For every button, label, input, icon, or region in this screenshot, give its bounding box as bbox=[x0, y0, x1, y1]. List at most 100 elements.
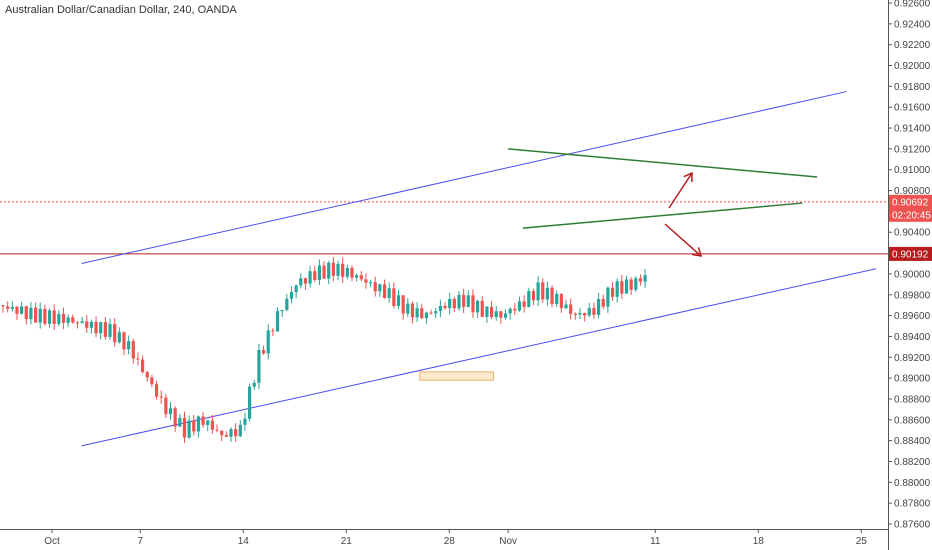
candle-body bbox=[10, 306, 14, 309]
time-tick-label: 11 bbox=[650, 536, 661, 547]
candle-body bbox=[536, 282, 540, 301]
candle-body bbox=[624, 279, 629, 294]
candle-body bbox=[303, 278, 308, 284]
candle-body bbox=[438, 305, 442, 312]
candle-body bbox=[299, 278, 303, 286]
candle-body bbox=[327, 262, 331, 279]
candle-body bbox=[154, 384, 159, 397]
candle-body bbox=[368, 282, 373, 284]
candle-body bbox=[634, 278, 638, 290]
price-tick-label: 0.89800 bbox=[894, 290, 931, 301]
price-tick-label: 0.91400 bbox=[894, 124, 931, 135]
candle-body bbox=[462, 294, 466, 307]
price-tick-label: 0.90000 bbox=[894, 269, 931, 280]
candle-body bbox=[573, 313, 577, 315]
price-tick-label: 0.88600 bbox=[894, 415, 931, 426]
candle-body bbox=[127, 341, 131, 350]
price-tick-label: 0.89000 bbox=[894, 374, 931, 385]
candle-body bbox=[564, 304, 568, 309]
channel-lower-line bbox=[81, 268, 877, 447]
candle-body bbox=[364, 279, 368, 283]
price-tick-label: 0.90400 bbox=[894, 228, 931, 239]
candle-body bbox=[89, 321, 94, 328]
candle-body bbox=[517, 301, 522, 311]
candle-body bbox=[294, 285, 298, 293]
candle-body bbox=[531, 291, 536, 301]
candle-body bbox=[52, 310, 56, 324]
candle-body bbox=[94, 321, 98, 334]
candle-body bbox=[350, 267, 354, 278]
candle-body bbox=[248, 386, 252, 419]
price-tick-label: 0.88000 bbox=[894, 478, 931, 489]
candle-body bbox=[494, 311, 498, 318]
candle-body bbox=[527, 291, 531, 307]
price-tick-label: 0.92200 bbox=[894, 40, 931, 51]
triangle-upper-line bbox=[508, 148, 818, 178]
candle-body bbox=[415, 308, 419, 318]
chart-title: Australian Dollar/Canadian Dollar, 240, … bbox=[5, 4, 237, 16]
candle-body bbox=[173, 408, 177, 427]
price-tick-label: 0.88400 bbox=[894, 436, 931, 447]
candle-body bbox=[29, 307, 33, 320]
candle-body bbox=[489, 306, 494, 318]
candle-body bbox=[61, 313, 66, 323]
price-tick-label: 0.91600 bbox=[894, 103, 931, 114]
candle-body bbox=[555, 293, 559, 304]
candle-body bbox=[317, 265, 322, 280]
candle-body bbox=[629, 279, 633, 290]
candle-body bbox=[359, 275, 363, 280]
candle-body bbox=[420, 308, 424, 319]
candle-body bbox=[257, 350, 261, 383]
candle-body bbox=[234, 429, 238, 437]
candle-body bbox=[80, 321, 84, 324]
price-tick-label: 0.88800 bbox=[894, 394, 931, 405]
candle-body bbox=[229, 429, 233, 437]
candle-body bbox=[182, 417, 187, 438]
candle-body bbox=[545, 287, 550, 300]
candle-body bbox=[308, 271, 312, 284]
candle-body bbox=[410, 303, 415, 318]
candle-body bbox=[355, 275, 359, 278]
arrow-up-head bbox=[683, 171, 693, 183]
candle-body bbox=[47, 310, 52, 324]
candle-body bbox=[345, 267, 349, 277]
candle-body bbox=[322, 265, 326, 279]
candle-body bbox=[159, 396, 163, 398]
price-tick-label: 0.91800 bbox=[894, 82, 931, 93]
candle-body bbox=[252, 382, 256, 387]
current-price-tag-bg bbox=[889, 194, 932, 209]
candle-body bbox=[192, 420, 196, 432]
candle-body bbox=[638, 278, 643, 282]
candle-body bbox=[457, 294, 461, 309]
candle-body bbox=[43, 308, 47, 324]
candle-body bbox=[168, 408, 173, 415]
candle-body bbox=[401, 295, 405, 314]
candle-body bbox=[341, 263, 345, 277]
arrow-down-head bbox=[691, 247, 703, 257]
candle-body bbox=[587, 308, 591, 316]
triangle-lower-line bbox=[522, 202, 803, 229]
candle-body bbox=[583, 312, 587, 316]
candle-body bbox=[448, 298, 452, 309]
candle-body bbox=[313, 271, 317, 280]
candle-body bbox=[266, 330, 270, 354]
candle-body bbox=[508, 308, 512, 314]
candle-body bbox=[522, 301, 526, 307]
candle-body bbox=[261, 350, 266, 354]
candle-body bbox=[392, 288, 396, 306]
time-tick-label: 28 bbox=[444, 536, 456, 547]
candle-body bbox=[606, 287, 610, 307]
candle-body bbox=[131, 341, 135, 359]
candle-body bbox=[476, 300, 480, 313]
candle-body bbox=[569, 304, 573, 314]
price-tick-label: 0.92400 bbox=[894, 19, 931, 30]
price-tick-label: 0.88200 bbox=[894, 457, 931, 468]
current-price-tag: 0.90692 bbox=[892, 197, 929, 208]
candle-body bbox=[373, 282, 377, 292]
candle-body bbox=[71, 317, 75, 323]
price-tick-label: 0.92600 bbox=[894, 0, 931, 10]
channel-upper-line bbox=[81, 91, 847, 264]
candle-body bbox=[150, 377, 154, 385]
candle-body bbox=[331, 262, 335, 276]
